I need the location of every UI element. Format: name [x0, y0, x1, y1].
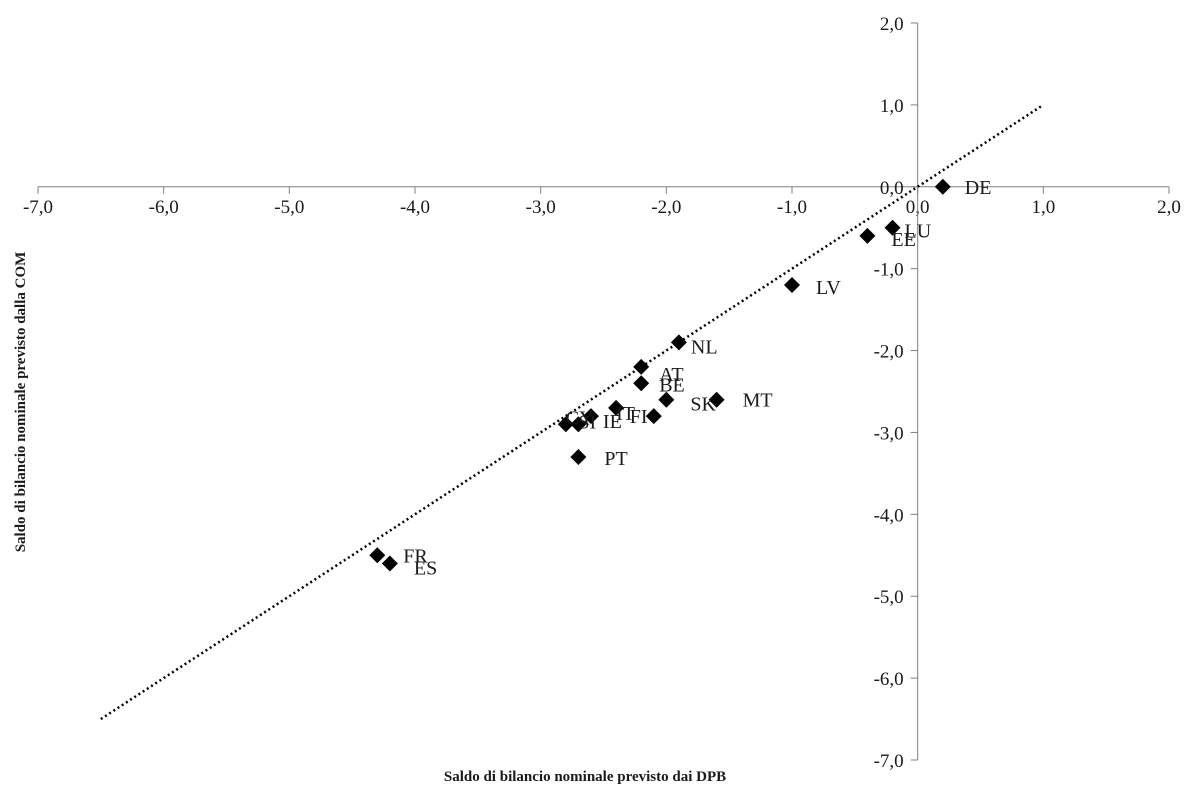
points-layer: [369, 178, 951, 572]
x-tick-label: -4,0: [400, 197, 430, 218]
x-tick-label: -3,0: [526, 197, 556, 218]
point-label-lv: LV: [816, 277, 841, 299]
data-point-ee: [859, 227, 876, 244]
data-point-sk: [658, 391, 675, 408]
x-tick-label: -2,0: [651, 197, 681, 218]
data-point-fi: [645, 408, 662, 425]
point-label-es: ES: [414, 557, 437, 579]
data-point-at: [633, 358, 650, 375]
point-label-ee: EE: [891, 229, 915, 251]
y-axis-title: Saldo di bilancio nominale previsto dall…: [13, 252, 29, 553]
y-tick-label: -7,0: [874, 751, 904, 772]
x-tick-label: 2,0: [1157, 197, 1181, 218]
data-point-mt: [708, 391, 725, 408]
data-point-it: [608, 399, 625, 416]
data-point-pt: [570, 449, 587, 466]
data-point-lu: [884, 219, 901, 236]
data-point-be: [633, 375, 650, 392]
y-tick-label: -4,0: [874, 505, 904, 526]
axes: -7,0 -6,0 -5,0 -4,0 -3,0 -2,0 -1,0 0,0 1,0 2,0 2,0…: [23, 14, 1181, 772]
x-tick-label: -5,0: [274, 197, 304, 218]
point-label-at: AT: [659, 364, 683, 386]
point-label-si: SI: [578, 411, 596, 433]
y-tick-label: -5,0: [874, 587, 904, 608]
point-label-pt: PT: [604, 448, 627, 470]
y-tick-label: -1,0: [874, 260, 904, 281]
point-label-sk: SK: [690, 394, 716, 416]
point-label-nl: NL: [691, 336, 718, 358]
data-point-nl: [670, 334, 687, 351]
data-point-cy: [557, 416, 574, 433]
y-tick-label: -3,0: [874, 423, 904, 444]
y-tick-label: -6,0: [874, 669, 904, 690]
x-tick-label: -1,0: [777, 197, 807, 218]
data-point-fr: [369, 547, 386, 564]
point-label-lu: LU: [905, 221, 932, 243]
y-tick-label: -2,0: [874, 342, 904, 363]
point-label-it: IT: [616, 403, 635, 425]
data-point-de: [934, 178, 951, 195]
point-label-de: DE: [965, 177, 992, 199]
data-point-es: [381, 555, 398, 572]
point-label-ie: IE: [603, 411, 622, 433]
data-point-si: [570, 416, 587, 433]
data-point-ie: [582, 408, 599, 425]
y-tick-label: 1,0: [880, 96, 904, 117]
y-tick-label: 2,0: [880, 14, 904, 35]
point-label-fr: FR: [403, 545, 428, 567]
x-tick-label: 1,0: [1031, 197, 1055, 218]
x-axis-title: Saldo di bilancio nominale previsto dai …: [444, 769, 726, 785]
x-tick-label: -7,0: [23, 197, 53, 218]
data-point-lv: [784, 277, 800, 294]
point-label-fi: FI: [630, 406, 648, 428]
x-tick-label: -6,0: [149, 197, 179, 218]
point-label-be: BE: [659, 374, 685, 396]
y-tick-label: 0,0: [880, 178, 904, 199]
point-label-cy: CY: [566, 407, 594, 429]
point-label-mt: MT: [743, 390, 773, 412]
